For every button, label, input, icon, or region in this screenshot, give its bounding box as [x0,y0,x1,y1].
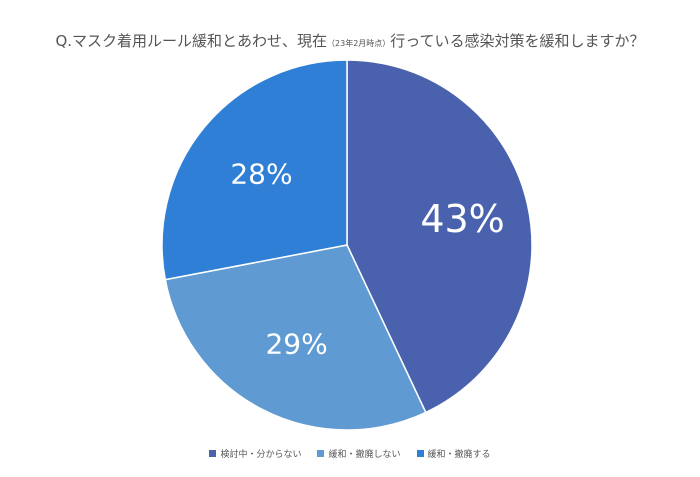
legend-swatch-undecided [209,450,217,457]
legend-swatch-relax [416,450,424,457]
slice-label-not-relax: 29% [265,327,327,360]
slice-label-relax: 28% [230,158,292,191]
legend-label-not-relax: 緩和・撤廃しない [328,450,401,460]
legend-item-relax: 緩和・撤廃する [416,447,491,460]
pie-slice-not-relax [164,244,427,431]
legend-label-undecided: 検討中・分からない [220,450,302,460]
legend-label-relax: 緩和・撤廃する [427,450,491,460]
chart-title-date-note: （23年2月時点） [327,39,391,48]
legend-item-undecided: 検討中・分からない [209,447,301,460]
pie-chart: 43% 29% 28% [161,59,533,431]
chart-title: Q.マスク着用ルール緩和とあわせ、現在（23年2月時点）行っている感染対策を緩和… [0,30,700,51]
chart-legend: 検討中・分からない 緩和・撤廃しない 緩和・撤廃する [0,447,700,460]
slice-label-undecided: 43% [420,197,504,241]
legend-swatch-not-relax [317,450,325,457]
chart-title-suffix: 行っている感染対策を緩和しますか？ [390,32,645,50]
pie-slice-undecided [346,59,533,414]
legend-item-not-relax: 緩和・撤廃しない [317,447,401,460]
pie-slice-relax [161,59,348,281]
chart-title-prefix: Q.マスク着用ルール緩和とあわせ、現在 [55,32,328,50]
